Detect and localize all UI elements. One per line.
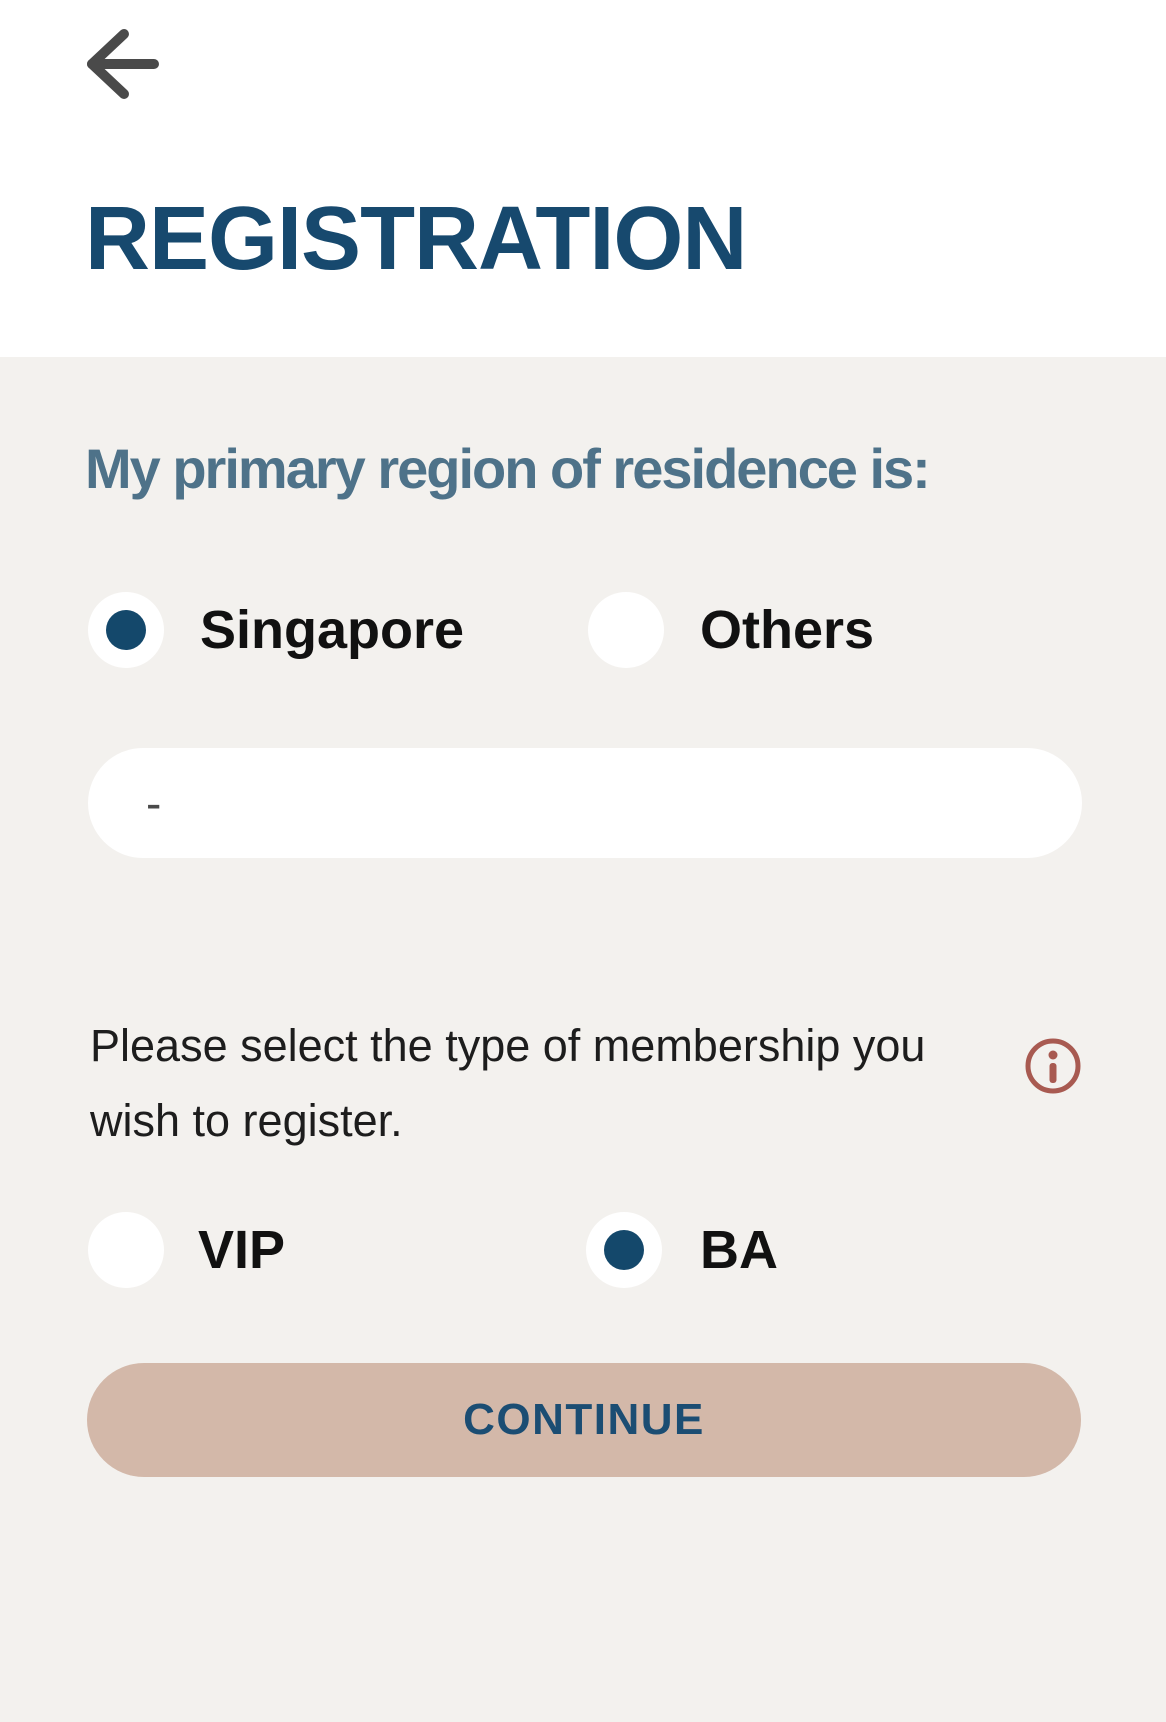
- radio-option-vip[interactable]: VIP: [88, 1212, 408, 1288]
- radio-option-ba[interactable]: BA: [586, 1212, 906, 1288]
- residence-select-field[interactable]: -: [88, 748, 1082, 858]
- info-icon: [1025, 1038, 1081, 1094]
- membership-prompt: Please select the type of membership you…: [90, 1020, 926, 1146]
- region-question-label: My primary region of residence is:: [85, 437, 931, 500]
- radio-dot: [106, 1230, 146, 1270]
- back-button[interactable]: [76, 16, 168, 108]
- continue-button-label: CONTINUE: [463, 1395, 705, 1444]
- arrow-left-icon: [87, 29, 159, 99]
- radio-button-others[interactable]: [588, 592, 664, 668]
- info-button[interactable]: [1022, 1035, 1084, 1097]
- form-sheet: [0, 357, 1166, 1722]
- radio-dot: [606, 610, 646, 650]
- radio-option-singapore[interactable]: Singapore: [88, 592, 508, 668]
- continue-button[interactable]: CONTINUE: [87, 1363, 1081, 1477]
- radio-button-ba[interactable]: [586, 1212, 662, 1288]
- radio-label-vip: VIP: [198, 1220, 286, 1280]
- radio-label-ba: BA: [700, 1220, 778, 1280]
- radio-label-singapore: Singapore: [200, 600, 465, 660]
- radio-option-others[interactable]: Others: [588, 592, 948, 668]
- radio-button-vip[interactable]: [88, 1212, 164, 1288]
- radio-button-singapore[interactable]: [88, 592, 164, 668]
- page-title: REGISTRATION: [85, 189, 747, 289]
- radio-dot: [106, 610, 146, 650]
- radio-dot: [604, 1230, 644, 1270]
- radio-label-others: Others: [700, 600, 875, 660]
